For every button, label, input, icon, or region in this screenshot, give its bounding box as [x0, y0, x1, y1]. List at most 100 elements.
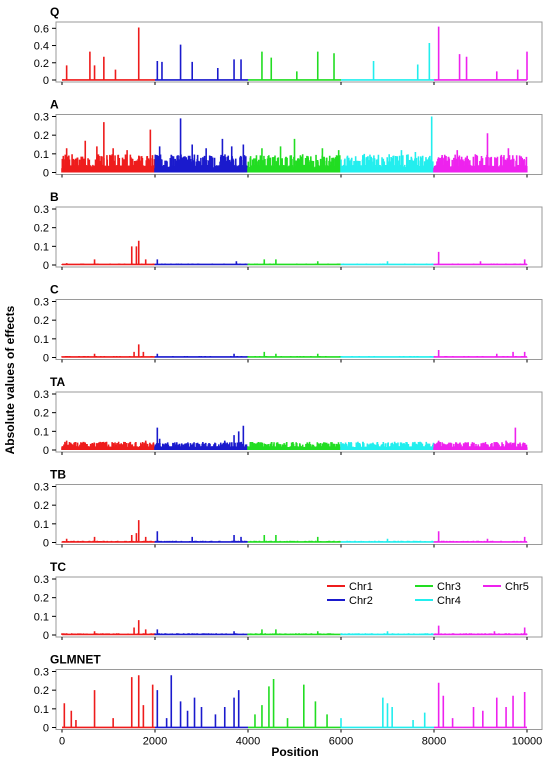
panel-title: A	[50, 98, 59, 112]
panel-frame	[55, 391, 543, 453]
series-chr3	[248, 678, 341, 729]
panel-title: Q	[50, 5, 59, 19]
series-chr2	[155, 44, 248, 81]
series-chr1	[61, 122, 156, 173]
panel-frame	[55, 576, 543, 638]
series-chr2	[154, 353, 249, 358]
y-tick-label: 0.1	[34, 149, 49, 161]
panel-title: C	[50, 283, 59, 297]
y-tick-label: 0	[43, 353, 49, 365]
x-tick-label: 10000	[512, 736, 543, 748]
y-tick-label: 0.3	[34, 112, 49, 124]
y-tick-label: 0.3	[34, 574, 49, 586]
panel-tc: TC 0 0.1 0.2 0.3	[34, 560, 543, 642]
series-chr2	[154, 259, 249, 266]
panel-title: B	[50, 190, 59, 204]
panel-q: Q 0 0.2 0.4 0.6	[34, 5, 543, 87]
series-chr5	[433, 427, 528, 450]
y-tick-label: 0	[43, 538, 49, 550]
legend-label-chr3: Chr3	[437, 581, 461, 593]
legend-label-chr5: Chr5	[505, 581, 529, 593]
series-chr5	[433, 350, 528, 358]
x-tick-label: 0	[59, 736, 65, 748]
series-chr2	[155, 675, 248, 729]
series-chr1	[61, 240, 156, 266]
y-tick-label: 0.2	[34, 500, 49, 512]
y-tick-label: 0	[43, 168, 49, 180]
series-chr3	[247, 441, 342, 450]
series-chr2	[154, 425, 249, 450]
panel-frame	[55, 669, 543, 730]
y-tick-label: 0	[43, 445, 49, 457]
panel-a: A 0 0.1 0.2 0.3	[34, 98, 543, 180]
x-tick-label: 6000	[329, 736, 353, 748]
y-tick-label: 0	[43, 723, 49, 735]
series-chr4	[340, 116, 435, 173]
y-tick-label: 0	[43, 630, 49, 642]
series-chr2	[154, 629, 249, 636]
panel-frame	[55, 299, 543, 360]
series-chr5	[433, 133, 528, 173]
panel-b: B 0 0.1 0.2 0.3	[34, 190, 543, 272]
y-tick-label: 0.2	[34, 593, 49, 605]
series-chr5	[433, 625, 528, 636]
y-tick-label: 0.1	[34, 426, 49, 438]
series-chr4	[341, 42, 434, 81]
x-tick-label: 2000	[143, 736, 167, 748]
panel-ta: TA 0 0.1 0.2 0.3	[34, 375, 543, 457]
legend-label-chr2: Chr2	[349, 595, 373, 607]
y-tick-label: 0.4	[34, 41, 49, 53]
series-chr4	[340, 538, 435, 543]
panel-glmnet: GLMNET 0 0.1 0.2 0.3 0 2000 4000 6000 8000 10000	[34, 653, 543, 748]
series-chr1	[62, 675, 155, 729]
y-tick-label: 0.1	[34, 704, 49, 716]
series-chr5	[433, 251, 528, 266]
panel-frame	[55, 21, 543, 83]
series-chr3	[247, 629, 342, 636]
y-tick-label: 0.3	[34, 204, 49, 216]
series-chr3	[248, 51, 341, 81]
series-chr1	[61, 520, 156, 543]
panel-c: C 0 0.1 0.2 0.3	[34, 283, 543, 365]
series-chr4	[340, 631, 435, 636]
panel-frame	[55, 206, 543, 268]
series-chr3	[247, 351, 342, 358]
series-chr3	[247, 535, 342, 543]
y-tick-label: 0.2	[34, 408, 49, 420]
x-tick-label: 8000	[422, 736, 446, 748]
series-chr5	[434, 682, 527, 729]
series-chr4	[340, 441, 435, 450]
panel-frame	[55, 484, 543, 545]
series-chr3	[247, 138, 342, 173]
y-tick-label: 0.2	[34, 685, 49, 697]
y-axis-label: Absolute values of effects	[3, 305, 17, 454]
panel-title: GLMNET	[50, 653, 101, 667]
y-tick-label: 0	[43, 75, 49, 87]
series-chr2	[154, 531, 249, 543]
series-chr1	[61, 620, 156, 636]
series-chr1	[61, 440, 156, 450]
y-tick-label: 0.1	[34, 241, 49, 253]
y-tick-label: 0.2	[34, 223, 49, 235]
series-chr1	[62, 27, 155, 81]
y-tick-label: 0	[43, 260, 49, 272]
y-tick-label: 0.3	[34, 389, 49, 401]
series-chr4	[340, 261, 435, 266]
x-axis-label: Position	[271, 745, 318, 759]
y-tick-label: 0.3	[34, 482, 49, 494]
legend-label-chr1: Chr1	[349, 581, 373, 593]
panel-frame	[55, 114, 543, 175]
series-chr1	[61, 344, 156, 358]
x-tick-label: 4000	[236, 736, 260, 748]
series-chr5	[434, 26, 528, 81]
legend: Chr1 Chr2 Chr3 Chr4 Chr5	[327, 581, 529, 607]
y-tick-label: 0.1	[34, 611, 49, 623]
series-chr4	[340, 355, 435, 358]
y-tick-label: 0.1	[34, 519, 49, 531]
y-tick-label: 0.2	[34, 58, 49, 70]
panels-group: Q00.20.40.6A00.10.20.3B00.10.20.3C00.10.…	[34, 5, 543, 748]
series-chr5	[433, 531, 528, 543]
y-tick-label: 0.3	[34, 297, 49, 309]
y-tick-label: 0.3	[34, 667, 49, 679]
